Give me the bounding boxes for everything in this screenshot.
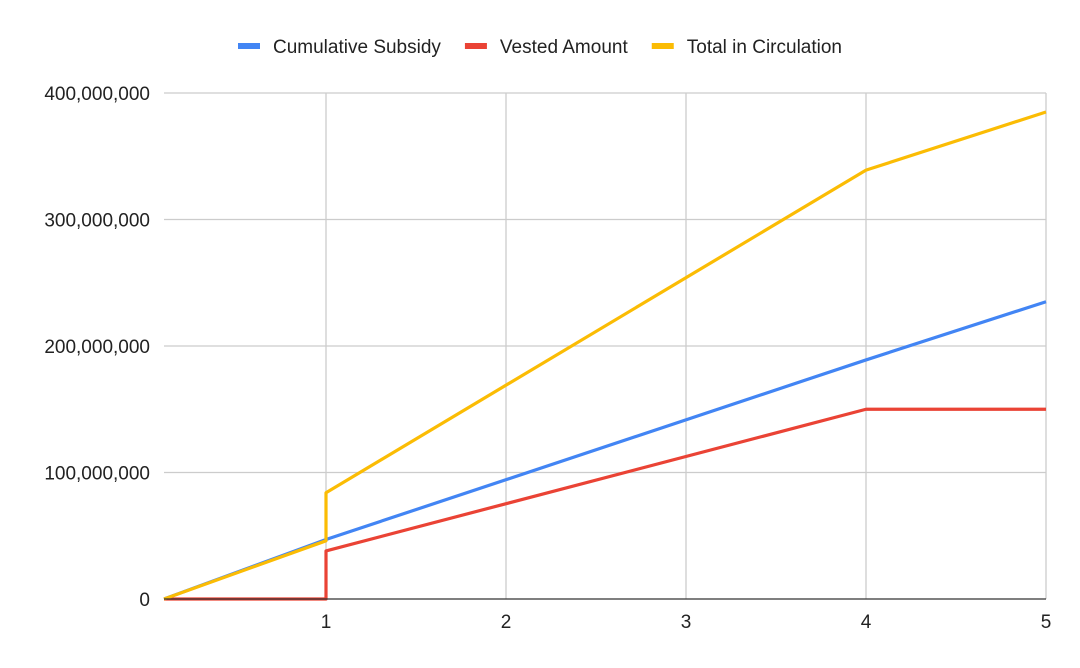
legend-swatch bbox=[238, 43, 260, 49]
x-tick-label: 2 bbox=[501, 612, 512, 633]
grid bbox=[164, 92, 1047, 599]
legend-swatch bbox=[651, 43, 674, 49]
legend: Cumulative Subsidy Vested Amount Total in … bbox=[238, 37, 842, 58]
x-tick-label: 1 bbox=[321, 612, 332, 633]
x-tick-label: 5 bbox=[1041, 612, 1052, 633]
series-line-total-in-circulation bbox=[163, 110, 1047, 601]
y-tick-label: 100,000,000 bbox=[44, 464, 150, 485]
legend-label: Total in Circulation bbox=[687, 37, 842, 58]
legend-label: Cumulative Subsidy bbox=[273, 37, 441, 58]
axes: 0 100,000,000 200,000,000 300,000,000 400,00… bbox=[44, 84, 1051, 633]
x-tick-label: 4 bbox=[861, 612, 872, 633]
x-tick-label: 3 bbox=[681, 612, 692, 633]
legend-label: Vested Amount bbox=[500, 37, 629, 58]
y-tick-label: 0 bbox=[139, 590, 150, 611]
series-line-vested-amount bbox=[164, 407, 1046, 601]
y-tick-label: 200,000,000 bbox=[44, 337, 150, 358]
series-layer bbox=[163, 110, 1047, 601]
y-tick-label: 400,000,000 bbox=[44, 84, 150, 105]
y-tick-label: 300,000,000 bbox=[44, 211, 150, 232]
legend-swatch bbox=[464, 43, 487, 49]
